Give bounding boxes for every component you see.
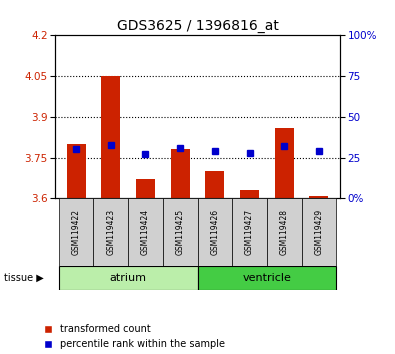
Text: ventricle: ventricle xyxy=(243,273,291,283)
Bar xyxy=(240,190,259,198)
Bar xyxy=(275,128,294,198)
Text: GSM119424: GSM119424 xyxy=(141,209,150,255)
Legend: transformed count, percentile rank within the sample: transformed count, percentile rank withi… xyxy=(44,324,225,349)
Bar xyxy=(198,198,232,266)
Bar xyxy=(171,149,190,198)
Bar xyxy=(59,198,94,266)
Text: GSM119422: GSM119422 xyxy=(71,209,81,255)
Bar xyxy=(136,179,155,198)
Text: tissue ▶: tissue ▶ xyxy=(4,273,44,283)
Text: GSM119428: GSM119428 xyxy=(280,209,289,255)
Bar xyxy=(101,76,120,198)
Bar xyxy=(309,195,328,198)
Text: GSM119423: GSM119423 xyxy=(106,209,115,255)
Bar xyxy=(301,198,336,266)
Text: atrium: atrium xyxy=(110,273,147,283)
Title: GDS3625 / 1396816_at: GDS3625 / 1396816_at xyxy=(117,19,278,33)
Bar xyxy=(267,198,301,266)
Text: GSM119426: GSM119426 xyxy=(211,209,219,255)
Text: GSM119425: GSM119425 xyxy=(176,209,184,255)
Bar xyxy=(232,198,267,266)
Bar xyxy=(163,198,198,266)
Bar xyxy=(59,266,197,290)
Bar xyxy=(67,144,86,198)
Bar xyxy=(198,266,336,290)
Bar xyxy=(205,171,224,198)
Text: GSM119427: GSM119427 xyxy=(245,209,254,255)
Bar xyxy=(128,198,163,266)
Bar xyxy=(94,198,128,266)
Text: GSM119429: GSM119429 xyxy=(314,209,324,255)
